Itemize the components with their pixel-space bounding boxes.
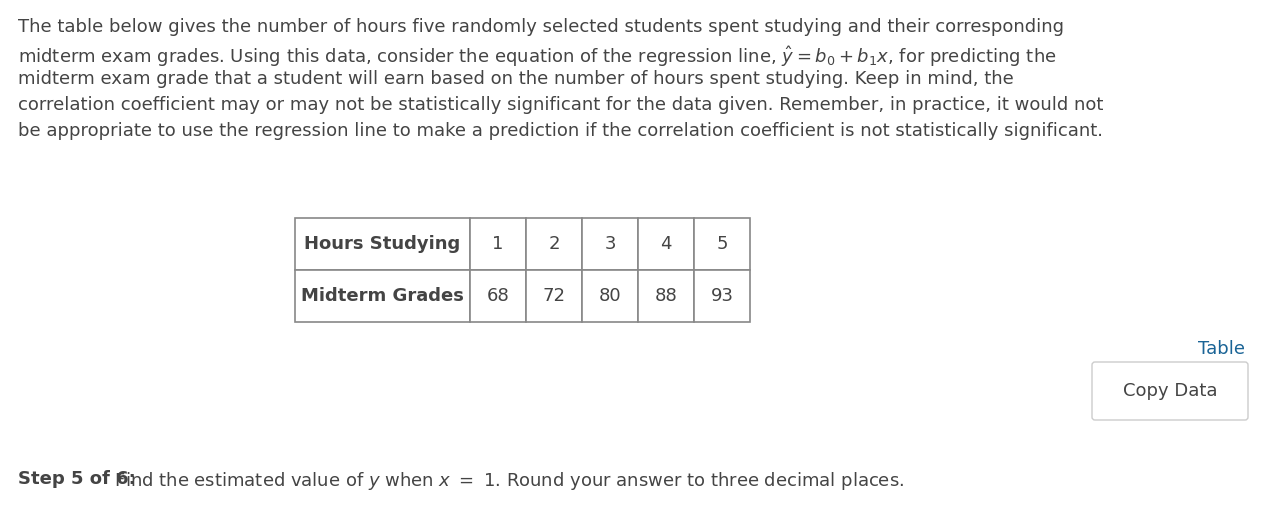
Text: 88: 88 [655,287,678,305]
Bar [295,218,469,270]
Text: 5: 5 [716,235,728,253]
Text: Find the estimated value of $y$ when $x$ $=$ 1. Round your answer to three decim: Find the estimated value of $y$ when $x$… [109,470,904,492]
Bar [583,270,639,322]
Text: 3: 3 [604,235,616,253]
Bar [695,270,750,322]
Bar [295,270,469,322]
Text: 80: 80 [599,287,621,305]
Bar [527,270,583,322]
Text: 93: 93 [711,287,734,305]
Bar [469,218,527,270]
Text: Midterm Grades: Midterm Grades [301,287,464,305]
Text: 4: 4 [660,235,672,253]
Text: 72: 72 [542,287,566,305]
Text: The table below gives the number of hours five randomly selected students spent : The table below gives the number of hour… [18,18,1063,36]
Text: 2: 2 [548,235,560,253]
Text: Hours Studying: Hours Studying [304,235,460,253]
Bar [695,218,750,270]
Text: midterm exam grade that a student will earn based on the number of hours spent s: midterm exam grade that a student will e… [18,70,1014,88]
Text: 68: 68 [487,287,509,305]
Text: Step 5 of 6:: Step 5 of 6: [18,470,136,488]
Text: 1: 1 [492,235,504,253]
Bar [469,270,527,322]
Text: midterm exam grades. Using this data, consider the equation of the regression li: midterm exam grades. Using this data, co… [18,44,1057,69]
Text: be appropriate to use the regression line to make a prediction if the correlatio: be appropriate to use the regression lin… [18,122,1103,140]
Text: correlation coefficient may or may not be statistically significant for the data: correlation coefficient may or may not b… [18,96,1103,114]
Text: Copy Data: Copy Data [1123,382,1217,400]
Text: Table: Table [1198,340,1245,358]
Bar [527,218,583,270]
Bar [639,218,695,270]
FancyBboxPatch shape [1091,362,1248,420]
Bar [583,218,639,270]
Bar [639,270,695,322]
